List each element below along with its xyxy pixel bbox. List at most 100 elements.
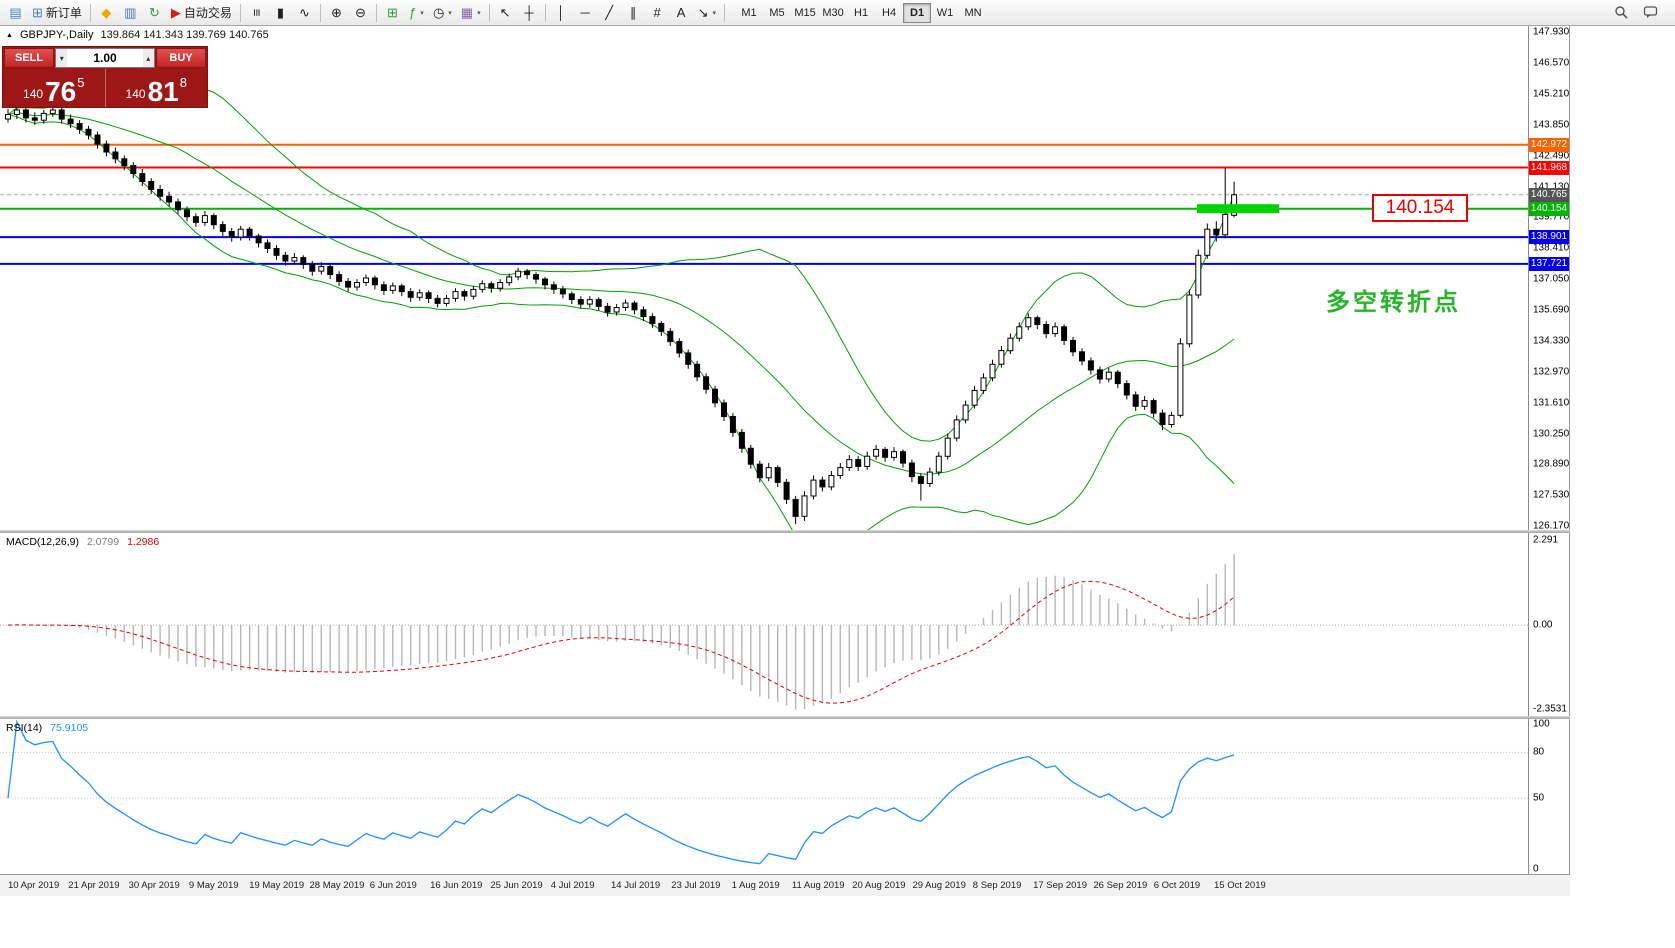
templates-button[interactable]: ▦ ▾ bbox=[457, 2, 485, 24]
metaeditor-icon[interactable]: ◆ bbox=[95, 2, 118, 24]
timeframe-button-h4[interactable]: H4 bbox=[875, 3, 903, 23]
vertical-line-icon[interactable]: │ bbox=[550, 2, 573, 24]
new-order-button[interactable]: ⊞ 新订单 bbox=[28, 2, 86, 24]
price-axis-tick: 143.850 bbox=[1533, 119, 1570, 131]
chart-annotation-text[interactable]: 多空转折点 bbox=[1326, 289, 1461, 316]
dropdown-arrow-icon: ▾ bbox=[420, 9, 424, 17]
panel-splitter[interactable] bbox=[0, 530, 1570, 533]
periods-icon: ◷ bbox=[432, 5, 445, 20]
sell-price-point: 5 bbox=[77, 75, 85, 90]
sell-price-pips: 76 bbox=[45, 76, 77, 108]
trendline-icon[interactable]: ╱ bbox=[598, 2, 621, 24]
price-tag-138.901: 138.901 bbox=[1529, 230, 1569, 245]
fibonacci-icon[interactable]: # bbox=[646, 2, 669, 24]
tile-windows-icon[interactable]: ⊞ bbox=[381, 2, 404, 24]
indicators-button[interactable]: ƒ ▾ bbox=[405, 2, 428, 24]
timeframe-button-m5[interactable]: M5 bbox=[763, 3, 791, 23]
toolbar-separator bbox=[239, 3, 241, 22]
price-level-callout[interactable]: 140.154 bbox=[1372, 194, 1468, 222]
chat-icon[interactable] bbox=[1637, 2, 1663, 24]
bollinger-upper-band bbox=[7, 81, 1235, 442]
panel-splitter[interactable] bbox=[0, 716, 1570, 719]
timeframe-toolbar: M1 M5 M15 M30 H1 H4 D1 W1 MN bbox=[735, 2, 987, 23]
sell-price-display[interactable]: 140 76 5 bbox=[3, 69, 106, 107]
volume-down-button[interactable]: ▾ bbox=[56, 49, 68, 67]
date-axis-label: 15 Oct 2019 bbox=[1214, 880, 1266, 891]
price-axis-tick: 131.610 bbox=[1533, 397, 1570, 409]
buy-button[interactable]: BUY bbox=[156, 48, 206, 68]
zoom-in-icon-glyph: ⊕ bbox=[330, 5, 342, 20]
rsi-axis-tick: 0 bbox=[1533, 863, 1539, 875]
rsi-canvas[interactable] bbox=[0, 719, 1528, 874]
bollinger-lower-band bbox=[7, 114, 1235, 530]
line-chart-icon[interactable]: ∿ bbox=[293, 2, 316, 24]
support-zone-rectangle[interactable] bbox=[1197, 204, 1279, 214]
bar-chart-icon[interactable]: ≡ bbox=[245, 2, 268, 24]
toolbar-separator bbox=[375, 3, 377, 22]
channel-icon[interactable]: ∥ bbox=[622, 2, 645, 24]
date-axis-label: 1 Aug 2019 bbox=[731, 880, 780, 891]
macd-axis-tick: 2.291 bbox=[1533, 534, 1559, 546]
toolbar-separator bbox=[724, 3, 726, 22]
cursor-icon[interactable]: ↖ bbox=[494, 2, 517, 24]
autotrading-button[interactable]: ▶ 自动交易 bbox=[167, 2, 236, 24]
price-axis-tick: 137.050 bbox=[1533, 273, 1570, 285]
macd-canvas[interactable] bbox=[0, 533, 1528, 716]
time-axis[interactable]: 10 Apr 2019 21 Apr 2019 30 Apr 2019 9 May 2… bbox=[0, 874, 1570, 896]
chart-title: ▲ GBPJPY-,Daily 139.864 141.343 139.769 … bbox=[6, 29, 269, 41]
date-axis-label: 23 Jul 2019 bbox=[671, 880, 721, 891]
date-axis-label: 30 Apr 2019 bbox=[128, 880, 180, 891]
vertical-line-icon-glyph: │ bbox=[557, 5, 566, 20]
zoom-out-icon[interactable]: ⊖ bbox=[349, 2, 372, 24]
price-axis-border bbox=[1528, 26, 1529, 874]
crosshair-icon[interactable]: ┼ bbox=[518, 2, 541, 24]
zoom-in-icon[interactable]: ⊕ bbox=[325, 2, 348, 24]
fibonacci-icon-glyph: # bbox=[653, 5, 661, 20]
buy-price-point: 8 bbox=[179, 75, 187, 90]
candlestick-chart-icon[interactable]: ▮ bbox=[269, 2, 292, 24]
timeframe-button-m1[interactable]: M1 bbox=[735, 3, 763, 23]
price-tag-140.154: 140.154 bbox=[1529, 201, 1569, 216]
zoom-out-icon-glyph: ⊖ bbox=[354, 5, 366, 20]
timeframe-button-w1[interactable]: W1 bbox=[931, 3, 959, 23]
timeframe-button-h1[interactable]: H1 bbox=[847, 3, 875, 23]
date-axis-label: 28 May 2019 bbox=[309, 880, 365, 891]
price-tag-141.968: 141.968 bbox=[1529, 160, 1569, 175]
rsi-value: 75.9105 bbox=[50, 722, 89, 734]
templates-icon: ▦ bbox=[460, 5, 474, 20]
timeframe-button-d1[interactable]: D1 bbox=[903, 2, 932, 23]
timeframe-button-m30[interactable]: M30 bbox=[819, 3, 847, 23]
search-icon[interactable] bbox=[1608, 2, 1634, 24]
date-axis-label: 6 Jun 2019 bbox=[369, 880, 417, 891]
date-axis-label: 20 Aug 2019 bbox=[852, 880, 906, 891]
volume-input[interactable] bbox=[67, 49, 143, 67]
periods-button[interactable]: ◷ ▾ bbox=[429, 2, 456, 24]
chat-bubble-glyph bbox=[1643, 6, 1657, 18]
timeframe-button-mn[interactable]: MN bbox=[959, 3, 987, 23]
timeframe-button-m15[interactable]: M15 bbox=[791, 3, 819, 23]
horizontal-line-icon[interactable]: ─ bbox=[574, 2, 597, 24]
market-watch-icon[interactable]: ▥ bbox=[119, 2, 142, 24]
volume-up-button[interactable]: ▴ bbox=[142, 49, 154, 67]
toolbar: ▤ ⊞ 新订单 ◆ ▥ ↻ ▶ 自动交易 ≡ ▮ ∿ ⊕ ⊖ ⊞ ƒ ▾ ◷ ▾ ▦ ▾ ↖ ┼ │ ─ ╱ ∥ # A ↘ ▾ M1 M5 M… bbox=[0, 0, 1675, 26]
date-axis-label: 8 Sep 2019 bbox=[972, 880, 1022, 891]
rsi-axis-tick: 100 bbox=[1533, 718, 1550, 730]
market-watch-icon-glyph: ▥ bbox=[124, 5, 137, 20]
refresh-icon[interactable]: ↻ bbox=[143, 2, 166, 24]
date-axis-label: 11 Aug 2019 bbox=[791, 880, 845, 891]
chart-ohlc-values: 139.864 141.343 139.769 140.765 bbox=[100, 29, 269, 41]
price-axis-tick: 134.330 bbox=[1533, 335, 1570, 347]
candlestick-chart-icon-glyph: ▮ bbox=[276, 5, 285, 20]
autotrading-button-label: 自动交易 bbox=[183, 6, 232, 20]
buy-price-display[interactable]: 140 81 8 bbox=[106, 69, 208, 107]
sell-button[interactable]: SELL bbox=[4, 48, 54, 68]
arrows-icon[interactable]: ↘ ▾ bbox=[694, 2, 720, 24]
bollinger-middle-band bbox=[7, 111, 1235, 475]
price-axis-tick: 126.170 bbox=[1533, 520, 1570, 532]
price-axis-tick: 146.570 bbox=[1533, 57, 1570, 69]
main-chart-canvas[interactable] bbox=[0, 26, 1528, 530]
new-chart-icon[interactable]: ▤ bbox=[4, 2, 27, 24]
text-icon[interactable]: A bbox=[670, 2, 693, 24]
toolbar-separator bbox=[488, 3, 490, 22]
